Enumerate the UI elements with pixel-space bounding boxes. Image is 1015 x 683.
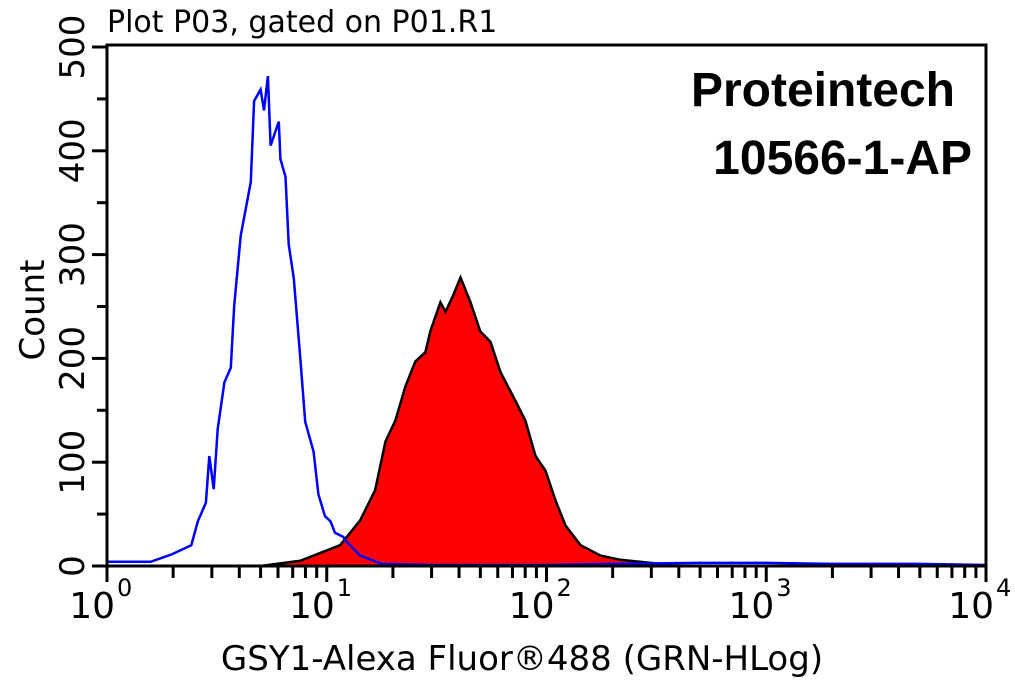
x-tick-label: 10 — [509, 586, 555, 627]
x-tick-label: 10 — [948, 586, 994, 627]
x-tick-exponent: 1 — [337, 574, 352, 602]
x-tick-exponent: 4 — [996, 574, 1011, 602]
y-tick-label: 500 — [53, 15, 93, 80]
x-tick-base: 10 — [289, 586, 335, 627]
x-tick-base: 10 — [728, 586, 774, 627]
y-tick-label: 400 — [53, 118, 93, 183]
y-tick-label: 100 — [53, 430, 93, 495]
annotation-brand: Proteintech — [691, 64, 955, 117]
y-tick-label: 0 — [53, 555, 93, 577]
x-tick-exponent: 0 — [117, 574, 132, 602]
x-tick-base: 10 — [948, 586, 994, 627]
x-tick-label: 10 — [289, 586, 335, 627]
x-axis-label: GSY1-Alexa Fluor®488 (GRN-HLog) — [221, 639, 823, 679]
y-tick-label: 200 — [53, 326, 93, 391]
series-filled-outline — [260, 274, 679, 568]
series-filled-area — [260, 277, 679, 566]
annotation-catalog: 10566-1-AP — [713, 132, 972, 185]
x-tick-label: 10 — [69, 586, 115, 627]
x-tick-base: 10 — [509, 586, 555, 627]
x-tick-exponent: 3 — [776, 574, 791, 602]
y-tick-label: 300 — [53, 222, 93, 287]
y-axis-label: Count — [13, 260, 53, 361]
x-tick-label: 10 — [728, 586, 774, 627]
chart-title: Plot P03, gated on P01.R1 — [107, 5, 497, 40]
x-tick-base: 10 — [69, 586, 115, 627]
x-tick-exponent: 2 — [557, 574, 572, 602]
